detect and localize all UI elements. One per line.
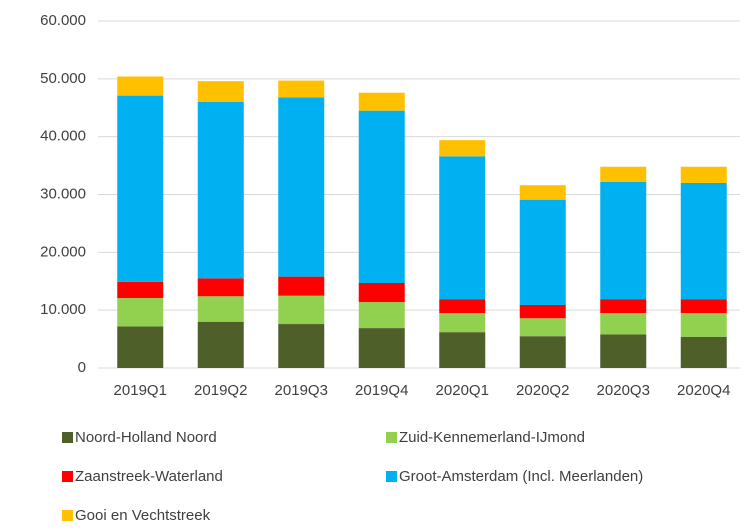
x-tick-label: 2019Q2 xyxy=(194,382,247,399)
bar-segment xyxy=(117,326,164,368)
bar-segment xyxy=(117,298,164,327)
bar-segment xyxy=(278,324,325,368)
bar-segment xyxy=(680,299,727,314)
legend-label: Zaanstreek-Waterland xyxy=(75,468,223,485)
x-tick-label: 2020Q3 xyxy=(597,382,650,399)
y-tick-label: 0 xyxy=(78,359,86,376)
bar-segment xyxy=(680,182,727,300)
legend-swatch xyxy=(62,510,73,521)
bar-segment xyxy=(519,185,566,200)
y-tick-label: 20.000 xyxy=(40,243,86,260)
x-tick-label: 2020Q2 xyxy=(516,382,569,399)
bar-segment xyxy=(680,313,727,337)
legend-label: Gooi en Vechtstreek xyxy=(75,507,211,524)
bar-segment xyxy=(278,295,325,325)
y-tick-label: 50.000 xyxy=(40,70,86,87)
bar-segment xyxy=(278,276,325,296)
bar-segment xyxy=(197,278,244,297)
legend-swatch xyxy=(386,432,397,443)
bar-segment xyxy=(358,302,405,329)
bar-segment xyxy=(519,304,566,319)
bar-segment xyxy=(600,313,647,335)
x-tick-label: 2019Q3 xyxy=(275,382,328,399)
x-tick-label: 2020Q1 xyxy=(436,382,489,399)
x-tick-label: 2019Q1 xyxy=(114,382,167,399)
bar-segment xyxy=(278,80,325,98)
bar-segment xyxy=(439,299,486,314)
bar-segment xyxy=(278,97,325,277)
bar-segment xyxy=(600,166,647,182)
bar-segment xyxy=(197,296,244,322)
legend-label: Groot-Amsterdam (Incl. Meerlanden) xyxy=(399,468,643,485)
bar-segment xyxy=(439,156,486,300)
bar-segment xyxy=(680,336,727,368)
bar-segment xyxy=(358,110,405,283)
bar-segment xyxy=(197,321,244,368)
bar-segment xyxy=(439,313,486,333)
legend-swatch xyxy=(62,432,73,443)
bar-segment xyxy=(600,181,647,300)
x-tick-label: 2020Q4 xyxy=(677,382,730,399)
bar-segment xyxy=(519,336,566,368)
legend-label: Noord-Holland Noord xyxy=(75,429,217,446)
y-tick-label: 30.000 xyxy=(40,185,86,202)
y-tick-label: 40.000 xyxy=(40,128,86,145)
legend-swatch xyxy=(62,471,73,482)
bar-segment xyxy=(358,328,405,368)
bar-segment xyxy=(117,76,164,96)
bar-segment xyxy=(519,318,566,337)
bar-segment xyxy=(519,199,566,305)
bar-segment xyxy=(197,101,244,279)
bar-segment xyxy=(117,95,164,282)
bar-segment xyxy=(117,281,164,299)
x-tick-label: 2019Q4 xyxy=(355,382,408,399)
bar-segment xyxy=(358,282,405,303)
legend-label: Zuid-Kennemerland-IJmond xyxy=(399,429,585,446)
legend-swatch xyxy=(386,471,397,482)
bar-segment xyxy=(439,332,486,368)
bar-segment xyxy=(600,334,647,368)
y-tick-label: 60.000 xyxy=(40,12,86,29)
bar-segment xyxy=(358,92,405,111)
bar-segment xyxy=(439,140,486,157)
bar-segment xyxy=(680,166,727,183)
bar-segment xyxy=(197,81,244,102)
bar-segment xyxy=(600,299,647,314)
y-tick-label: 10.000 xyxy=(40,301,86,318)
